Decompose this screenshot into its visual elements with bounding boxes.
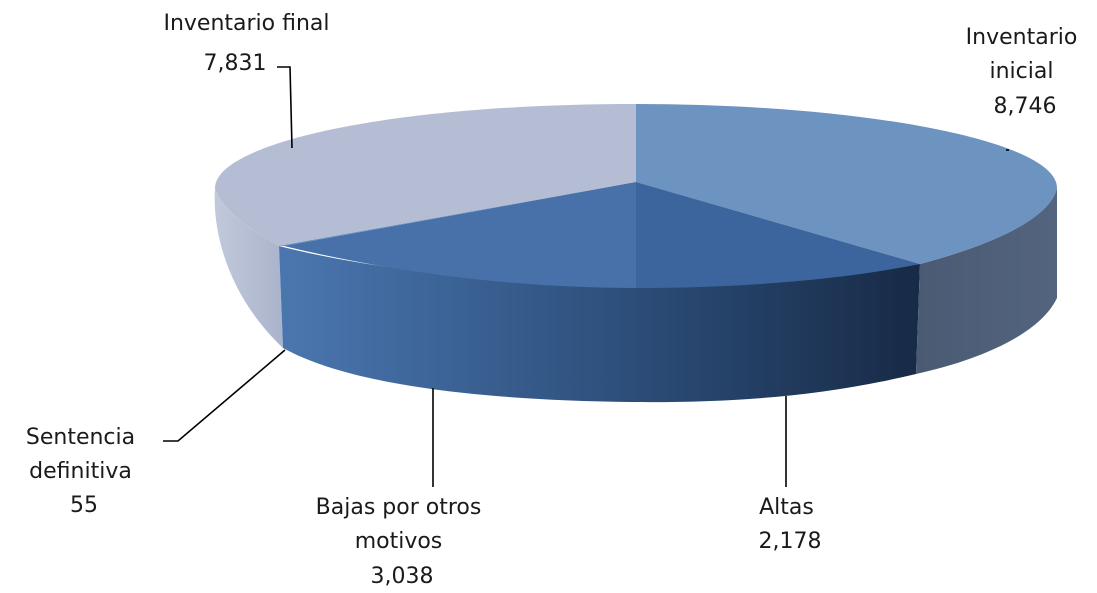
label-altas: Altas 2,178: [759, 495, 822, 554]
pie-top-faces: [215, 104, 1057, 288]
leader-line-sentencia-definitiva: [163, 349, 286, 442]
leader-line-inventario-final: [277, 66, 293, 149]
slice-bajas-por-otros-motivos: [284, 182, 636, 288]
slice-side-front: [279, 246, 920, 403]
label-sentencia-definitiva-line2: definitiva: [29, 459, 132, 484]
label-bajas-line1: Bajas por otros: [316, 495, 482, 520]
label-inventario-inicial-line2: inicial: [990, 59, 1054, 84]
data-labels: Inventario final 7,831 Inventario inicia…: [26, 11, 1085, 589]
label-altas-value: 2,178: [759, 529, 822, 554]
pie-side-walls: [214, 188, 1057, 403]
label-bajas-line2: motivos: [355, 529, 443, 554]
label-sentencia-definitiva: Sentencia definitiva 55: [26, 425, 142, 518]
slice-altas: [636, 182, 920, 288]
label-inventario-final-name: Inventario final: [163, 11, 329, 36]
label-inventario-inicial: Inventario inicial 8,746: [966, 25, 1085, 119]
label-inventario-inicial-value: 8,746: [994, 94, 1057, 119]
label-bajas-por-otros-motivos: Bajas por otros motivos 3,038: [316, 495, 489, 589]
slice-inventario-final: [215, 104, 636, 246]
label-sentencia-definitiva-value: 55: [70, 493, 98, 518]
label-inventario-final: Inventario final 7,831: [163, 11, 336, 76]
slice-side-inventario-final: [214, 188, 283, 348]
label-bajas-value: 3,038: [371, 564, 434, 589]
label-inventario-inicial-line1: Inventario: [966, 25, 1078, 50]
label-inventario-final-value: 7,831: [204, 51, 267, 76]
label-sentencia-definitiva-line1: Sentencia: [26, 425, 135, 450]
slice-inventario-inicial: [636, 104, 1057, 264]
slice-sentencia-definitiva: [279, 182, 636, 246]
leader-lines: [163, 66, 1009, 487]
label-altas-name: Altas: [759, 495, 814, 520]
slice-side-inventario-inicial: [916, 188, 1057, 374]
